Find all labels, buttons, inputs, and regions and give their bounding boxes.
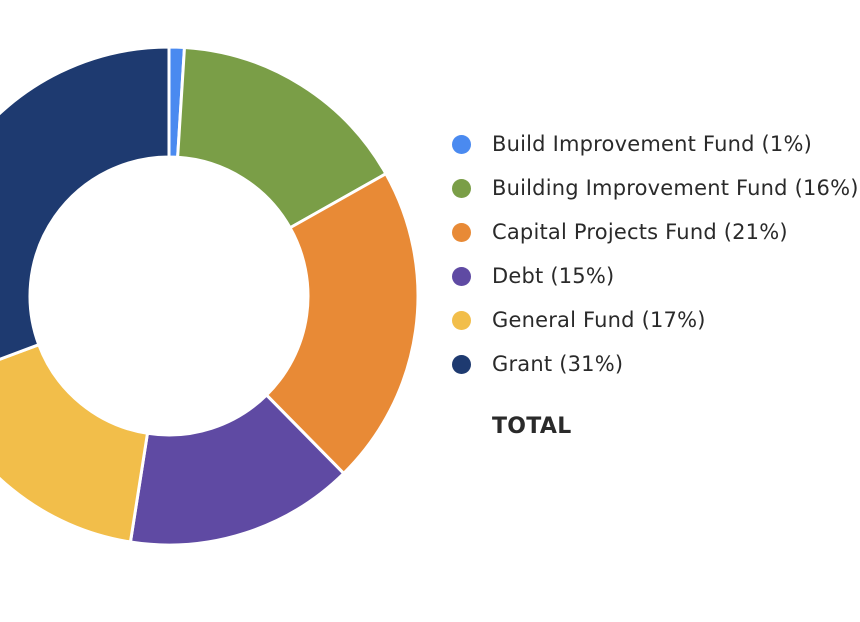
donut-slice-grant[interactable]: [0, 45, 171, 383]
legend-dot-icon: [452, 178, 471, 198]
legend-item-building-improvement-fund[interactable]: Building Improvement Fund (16%): [452, 172, 858, 204]
legend-item-build-improvement-fund[interactable]: Build Improvement Fund (1%): [452, 128, 812, 160]
legend-item-grant[interactable]: Grant (31%): [452, 348, 623, 380]
legend-dot-icon: [452, 310, 471, 330]
legend-item-general-fund[interactable]: General Fund (17%): [452, 304, 705, 336]
total-label: TOTAL: [492, 414, 572, 439]
legend-item-debt[interactable]: Debt (15%): [452, 260, 614, 292]
legend-label: Debt (15%): [492, 264, 615, 288]
legend-label: Build Improvement Fund (1%): [492, 132, 812, 156]
legend-label: Grant (31%): [492, 352, 624, 376]
donut-slice-capital-projects-fund[interactable]: [265, 172, 420, 475]
legend-label: Building Improvement Fund (16%): [492, 176, 859, 200]
legend-dot-icon: [452, 222, 471, 242]
legend-dot-icon: [452, 354, 471, 374]
donut-slice-general-fund[interactable]: [0, 343, 149, 544]
legend-dot-icon: [452, 134, 471, 154]
legend-dot-icon: [452, 266, 471, 286]
legend-item-capital-projects-fund[interactable]: Capital Projects Fund (21%): [452, 216, 788, 248]
legend-label: General Fund (17%): [492, 308, 706, 332]
legend-label: Capital Projects Fund (21%): [492, 220, 788, 244]
